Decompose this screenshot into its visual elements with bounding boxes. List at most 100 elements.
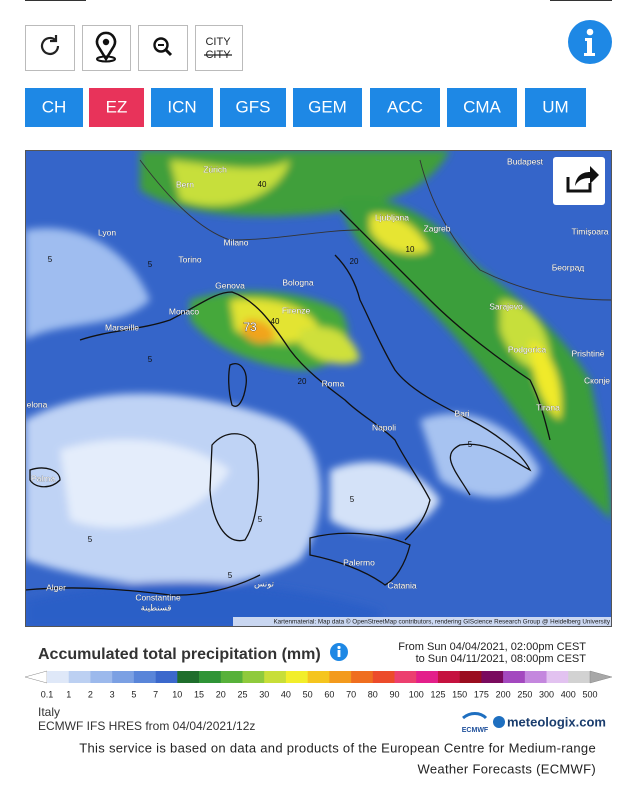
colorbar-label: 15 [194, 689, 204, 699]
colorbar-segment [90, 671, 113, 683]
city-label: Milano [223, 237, 248, 247]
city-label: Marseille [105, 322, 139, 332]
precip-value: 73 [243, 320, 257, 334]
city-label: Ljubljana [375, 212, 409, 222]
city-label: Prishtinë [571, 348, 604, 358]
colorbar-segment [199, 671, 222, 683]
city-label: Bari [454, 408, 469, 418]
share-button[interactable] [553, 157, 605, 205]
ecmwf-logo-text: ECMWF [462, 727, 489, 734]
model-tab-label: CMA [463, 97, 501, 116]
colorbar-label: 50 [303, 689, 313, 699]
city-label: Tirana [536, 402, 560, 412]
colorbar-segment [481, 671, 504, 683]
reload-button[interactable] [25, 25, 75, 71]
zoom-out-button[interactable] [138, 25, 188, 71]
period-from: From Sun 04/04/2021, 02:00pm CEST [398, 641, 586, 653]
city-label: قسنطينة [141, 602, 172, 612]
model-tab[interactable]: CH [25, 88, 83, 127]
city-label: Скопје [584, 375, 610, 385]
colorbar-segment [68, 671, 91, 683]
city-label: Catania [387, 580, 417, 590]
colorbar-segment [372, 671, 395, 683]
info-button[interactable] [568, 20, 612, 64]
colorbar-segment [568, 671, 591, 683]
colorbar-segment [220, 671, 243, 683]
colorbar-label: 20 [216, 689, 226, 699]
precip-value: 5 [468, 440, 473, 449]
colorbar-label: 5 [131, 689, 136, 699]
colorbar-arrow [24, 670, 48, 684]
city-toggle-button[interactable]: CITY CITY [195, 25, 243, 71]
colorbar-label: 10 [172, 689, 182, 699]
meteologix-logo-text: meteologix.com [507, 714, 606, 729]
city-label: Genova [215, 280, 245, 290]
city-label: Palermo [343, 557, 375, 567]
precip-value: 5 [88, 535, 93, 544]
model-tab[interactable]: ICN [151, 88, 213, 127]
model-tab-bg [525, 88, 586, 127]
colorbar-segment [503, 671, 526, 683]
city-label: Palma [31, 473, 55, 483]
legend-title: Accumulated total precipitation (mm) [38, 646, 321, 663]
colorbar-label: 3 [110, 689, 115, 699]
precip-value: 5 [258, 515, 263, 524]
colorbar-label: 400 [561, 689, 576, 699]
city-label: Београд [552, 262, 585, 272]
city-label: Napoli [372, 422, 396, 432]
colorbar-label: 150 [452, 689, 467, 699]
colorbar-label: 90 [390, 689, 400, 699]
city-label: elona [27, 399, 48, 409]
city-label: Firenze [282, 305, 311, 315]
location-button[interactable] [82, 25, 131, 71]
colorbar: 0.1 1 2 3 5 7 10 15 20 25 30 40 50 60 70 80 90 100 125 150 1… [24, 670, 613, 699]
model-tab-label: GEM [308, 97, 347, 116]
colorbar-segment [264, 671, 287, 683]
model-tab[interactable]: GEM [293, 88, 362, 127]
model-tab[interactable]: UM [525, 88, 586, 127]
city-label: Timișoara [572, 226, 609, 236]
precip-value: 5 [228, 571, 233, 580]
model-tab-label: UM [542, 97, 568, 116]
city-label: Zürich [203, 164, 227, 174]
model-tabs: CH EZ ICN GFS GEM ACC CMA UM [25, 88, 586, 127]
model-tab[interactable]: GFS [220, 88, 286, 127]
precip-value: 20 [298, 377, 307, 386]
model-tab-label: EZ [106, 97, 128, 116]
legend-info-button[interactable] [330, 643, 348, 661]
colorbar-segment [177, 671, 200, 683]
city-label: Zagreb [424, 223, 451, 233]
model-tab-bg [293, 88, 362, 127]
map-frame [25, 150, 612, 627]
colorbar-label: 1 [66, 689, 71, 699]
notice-line: Weather Forecasts (ECMWF) [418, 761, 596, 776]
precip-value: 5 [48, 255, 53, 264]
model-tab[interactable]: CMA [447, 88, 517, 127]
colorbar-segment [394, 671, 417, 683]
model-tab[interactable]: ACC [370, 88, 440, 127]
colorbar-segment [329, 671, 352, 683]
city-label: Alger [46, 582, 66, 592]
model-tab[interactable]: EZ [89, 88, 144, 127]
precip-value: 5 [350, 495, 355, 504]
colorbar-segment [351, 671, 374, 683]
model-run: ECMWF IFS HRES from 04/04/2021/12z [38, 719, 255, 733]
colorbar-label: 80 [368, 689, 378, 699]
colorbar-label: 500 [582, 689, 597, 699]
meteologix-logo: meteologix.com [493, 714, 606, 729]
model-tab-label: CH [42, 97, 67, 116]
colorbar-segment [155, 671, 178, 683]
city-label: Bologna [282, 277, 313, 287]
model-tab-bg [220, 88, 286, 127]
city-label: Roma [322, 378, 345, 388]
city-label: Bern [176, 179, 194, 189]
colorbar-label: 125 [430, 689, 445, 699]
colorbar-label: 70 [346, 689, 356, 699]
model-tab-bg [447, 88, 517, 127]
precip-value: 20 [350, 257, 359, 266]
model-tab-bg [370, 88, 440, 127]
city-label: Podgorica [508, 344, 547, 354]
colorbar-segment [307, 671, 330, 683]
colorbar-segment [437, 671, 460, 683]
